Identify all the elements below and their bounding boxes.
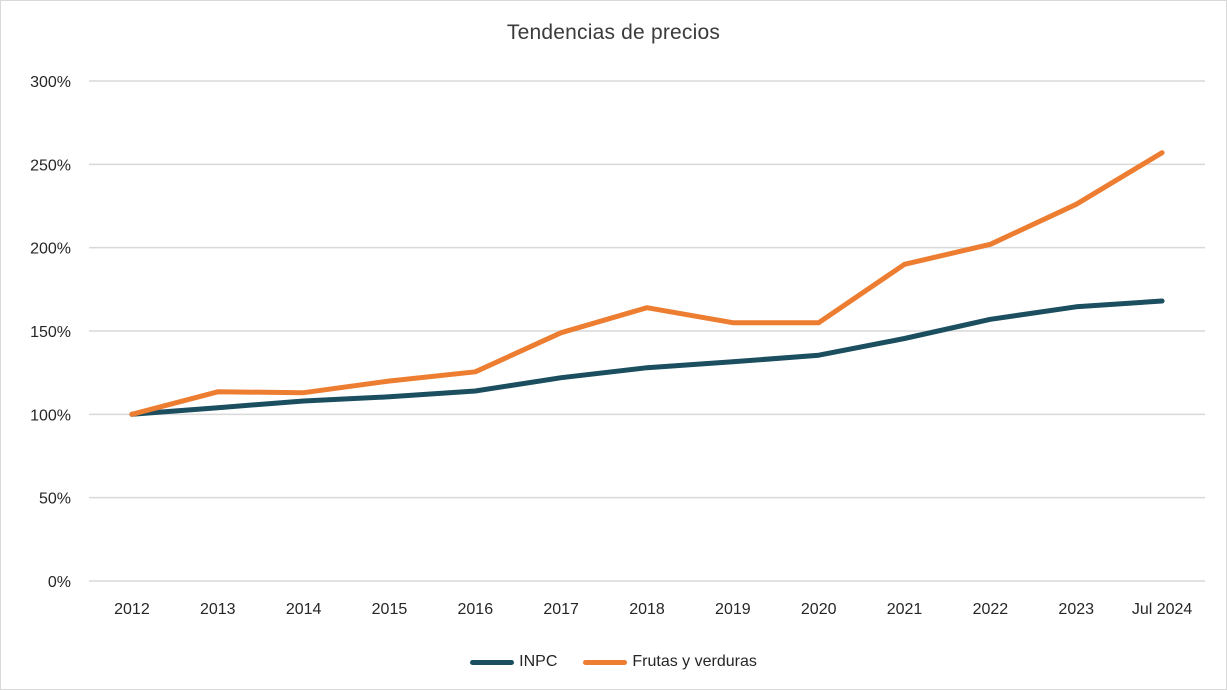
legend-label-frutas-y-verduras: Frutas y verduras [632, 653, 757, 670]
series-line-inpc [129, 298, 1165, 417]
x-tick-label: 2015 [372, 601, 408, 618]
x-tick-label: 2023 [1058, 601, 1094, 618]
legend-item-frutas-y-verduras[interactable]: Frutas y verduras [583, 653, 757, 671]
x-tick-label: 2021 [887, 601, 923, 618]
y-tick-label: 200% [30, 241, 71, 258]
chart-title: Tendencias de precios [506, 21, 721, 44]
inpc-line-swatch-icon [470, 659, 515, 665]
legend-item-inpc[interactable]: INPC [470, 653, 557, 671]
x-tick-label: 2013 [200, 601, 236, 618]
y-tick-label: 50% [39, 491, 71, 508]
y-tick-label: 150% [30, 324, 71, 341]
x-tick-label: 2019 [715, 601, 751, 618]
y-tick-label: 250% [30, 157, 71, 174]
legend-label-inpc: INPC [519, 653, 558, 670]
series-line-frutas-y-verduras [129, 150, 1165, 417]
x-tick-label: 2012 [114, 601, 150, 618]
x-tick-label: 2020 [801, 601, 837, 618]
x-tick-label: 2022 [973, 601, 1009, 618]
x-tick-label: 2014 [286, 601, 322, 618]
x-tick-label: 2016 [458, 601, 494, 618]
y-tick-label: 300% [30, 74, 71, 91]
x-tick-label: 2018 [629, 601, 665, 618]
y-tick-label: 100% [30, 407, 71, 424]
legend: INPC Frutas y verduras [1, 653, 1226, 671]
frutas-line-swatch-icon [583, 659, 628, 665]
y-tick-label: 0% [48, 574, 71, 591]
x-tick-label: 2017 [543, 601, 579, 618]
x-tick-label: Jul 2024 [1132, 601, 1193, 618]
